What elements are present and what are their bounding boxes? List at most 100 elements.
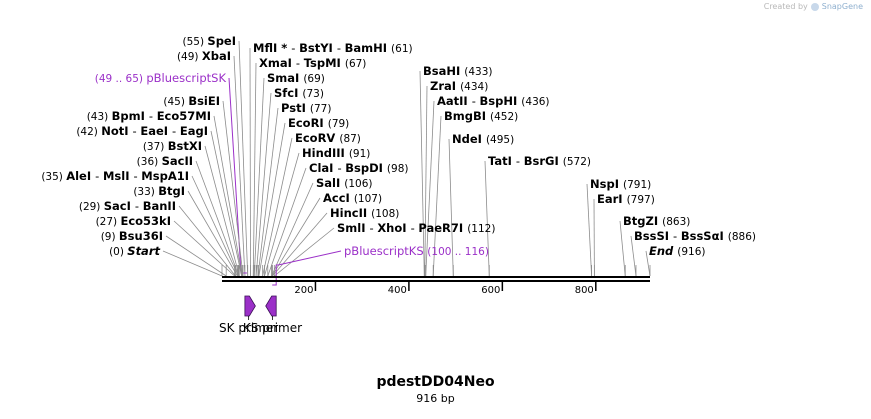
site-label-text: (49) XbaI: [177, 49, 231, 63]
site-position: (33): [133, 186, 158, 198]
site-name: EcoRI: [288, 116, 328, 130]
site-name: Start: [127, 244, 160, 258]
site-name: BstYI: [299, 41, 337, 55]
site-position: (67): [345, 58, 367, 70]
site-label-saci: (29) SacI - BanII: [79, 199, 176, 213]
site-name: HincII: [330, 206, 371, 220]
site-name: PaeR7I: [418, 221, 467, 235]
site-label-btgzi: BtgZI (863): [623, 214, 690, 228]
site-leader-line: [272, 213, 327, 276]
site-label-text: XmaI - TspMI (67): [259, 56, 366, 70]
site-separator: -: [149, 109, 157, 123]
site-label-acci: AccI (107): [323, 191, 382, 205]
site-label-text: (43) BpmI - Eco57MI: [87, 109, 211, 123]
site-name: EaeI: [140, 124, 172, 138]
site-label-start: (0) Start: [109, 244, 160, 258]
site-separator: -: [135, 199, 143, 213]
site-leader-line: [274, 228, 334, 276]
site-label-text: EarI (797): [597, 192, 655, 206]
site-name: pBluescriptKS: [344, 244, 427, 258]
site-name: AccI: [323, 191, 354, 205]
site-separator: -: [472, 94, 480, 108]
site-separator: -: [411, 221, 419, 235]
map-length: 916 bp: [0, 392, 871, 405]
site-label-eco53ki: (27) Eco53kI: [96, 214, 171, 228]
site-label-clai: ClaI - BspDI (98): [309, 161, 408, 175]
site-label-text: SfcI (73): [274, 86, 324, 100]
site-name: BpmI: [112, 109, 149, 123]
site-position: (36): [137, 156, 162, 168]
site-name: ZraI: [430, 79, 460, 93]
site-separator: -: [673, 229, 681, 243]
site-position: (886): [728, 231, 756, 243]
site-label-ndei: NdeI (495): [452, 132, 514, 146]
site-position: (9): [101, 231, 119, 243]
site-label-text: HincII (108): [330, 206, 399, 220]
site-position: (452): [490, 111, 518, 123]
scale-tick-label: 600: [481, 285, 500, 296]
site-leader-line: [163, 251, 222, 276]
site-label-tati: TatI - BsrGI (572): [488, 154, 591, 168]
site-name: Eco57MI: [157, 109, 211, 123]
site-name: XbaI: [202, 49, 231, 63]
site-label-text: MflI * - BstYI - BamHI (61): [253, 41, 413, 55]
feature-leader: [272, 251, 341, 285]
site-position: (91): [349, 148, 371, 160]
site-leader-line: [259, 123, 285, 276]
site-label-text: (35) AleI - MslI - MspA1I: [41, 169, 189, 183]
site-leader-line: [188, 191, 237, 276]
site-position: (27): [96, 216, 121, 228]
site-label-text: BssSI - BssSαI (886): [634, 229, 756, 243]
site-position: (29): [79, 201, 104, 213]
site-name: BsrGI: [524, 154, 563, 168]
site-label-text: End (916): [649, 244, 706, 258]
site-label-nspi: NspI (791): [590, 177, 651, 191]
site-position: (79): [328, 118, 350, 130]
site-name: SalI: [316, 176, 344, 190]
site-label-hindiii: HindIII (91): [302, 146, 370, 160]
site-name: PstI: [281, 101, 310, 115]
site-label-smli: SmlI - XhoI - PaeR7I (112): [337, 221, 495, 235]
site-name: BtgI: [158, 184, 185, 198]
site-name: BspDI: [345, 161, 387, 175]
site-label-text: (45) BsiEI: [163, 94, 220, 108]
site-name: Eco53kI: [120, 214, 171, 228]
site-name: MspA1I: [141, 169, 189, 183]
site-label-text: AatII - BspHI (436): [437, 94, 550, 108]
site-label-bmgbi: BmgBI (452): [444, 109, 518, 123]
site-position: (35): [41, 171, 66, 183]
site-label-btgi: (33) BtgI: [133, 184, 185, 198]
credit: Created by SnapGene: [764, 2, 863, 11]
site-label-eari: EarI (797): [597, 192, 655, 206]
credit-prefix: Created by: [764, 2, 808, 11]
site-label-text: (36) SacII: [137, 154, 193, 168]
site-position: (55): [183, 36, 208, 48]
site-name: TspMI: [304, 56, 345, 70]
site-name: TatI: [488, 154, 516, 168]
site-separator: -: [291, 41, 299, 55]
site-label-end: End (916): [649, 244, 706, 258]
site-label-bsu36i: (9) Bsu36I: [101, 229, 163, 243]
site-name: AatII: [437, 94, 472, 108]
site-name: XmaI: [259, 56, 296, 70]
site-name: BmgBI: [444, 109, 490, 123]
map-title: pdestDD04Neo: [0, 374, 871, 390]
site-position: (106): [344, 178, 372, 190]
site-name: NdeI: [452, 132, 486, 146]
site-position: (49): [177, 51, 202, 63]
site-label-text: (0) Start: [109, 244, 160, 258]
site-leader-line: [587, 184, 592, 276]
site-label-text: BtgZI (863): [623, 214, 690, 228]
site-label-text: SalI (106): [316, 176, 373, 190]
site-position: (100 .. 116): [427, 246, 489, 258]
site-label-bsahi: BsaHI (433): [423, 64, 493, 78]
site-label-text: PstI (77): [281, 101, 331, 115]
site-label-pbluescriptsk: (49 .. 65) pBluescriptSK: [95, 71, 227, 85]
site-name: SfcI: [274, 86, 302, 100]
site-position: (112): [467, 223, 495, 235]
site-separator: -: [133, 124, 141, 138]
site-label-text: (27) Eco53kI: [96, 214, 171, 228]
site-name: MflI *: [253, 41, 291, 55]
site-label-text: (9) Bsu36I: [101, 229, 163, 243]
